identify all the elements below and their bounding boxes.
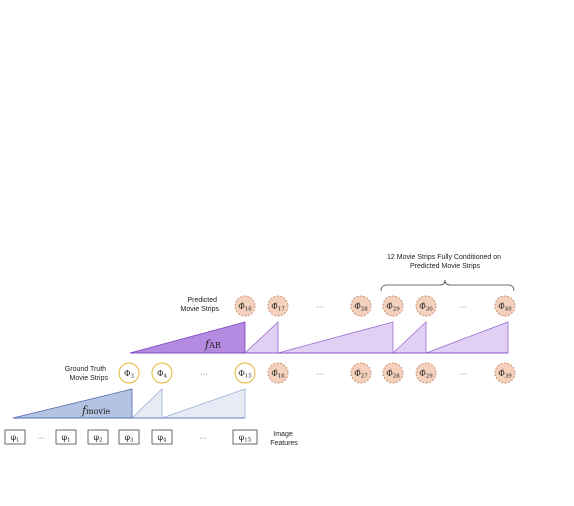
feature-box: φ15 xyxy=(232,429,258,445)
predicted-row-lower: Φ̂16 ··· Φ̂27 Φ̂28 Φ̂29 ··· Φ̂39 xyxy=(267,362,516,384)
svg-text:Φ̂39: Φ̂39 xyxy=(498,369,512,380)
pred-circle: Φ̂29 xyxy=(382,295,404,317)
predicted-row-upper: Φ̂16 Φ̂17 ··· Φ̂28 Φ̂29 Φ̂30 ··· Φ̂40 xyxy=(234,295,516,317)
gt-circle: Φ15 xyxy=(234,362,256,384)
svg-text:Φ̂16: Φ̂16 xyxy=(238,302,252,313)
ellipsis: ··· xyxy=(201,371,208,378)
svg-text:Φ̂29: Φ̂29 xyxy=(419,369,433,380)
predicted-label: Predicted Movie Strips xyxy=(180,297,219,313)
feature-box: φ3 xyxy=(118,429,140,445)
ellipsis: ··· xyxy=(460,304,467,311)
feature-row: φ1 ··· φ1 φ2 φ3 φ4 ··· φ15 xyxy=(4,429,258,445)
curly-brace xyxy=(380,279,515,292)
movie-wedge-1 xyxy=(131,388,163,419)
pred-circle: Φ̂27 xyxy=(350,362,372,384)
svg-text:Φ4: Φ4 xyxy=(157,369,168,380)
svg-text:φ3: φ3 xyxy=(124,433,134,444)
pred-circle: Φ̂30 xyxy=(415,295,437,317)
feature-box: φ4 xyxy=(151,429,173,445)
svg-text:φ4: φ4 xyxy=(157,433,167,444)
pred-circle: Φ̂40 xyxy=(494,295,516,317)
svg-text:φ1: φ1 xyxy=(61,433,70,444)
ground-truth-row: Φ3 Φ4 ··· Φ15 xyxy=(118,362,256,384)
f-ar-label: fAR xyxy=(204,338,222,351)
f-ar-band: fAR xyxy=(129,321,509,354)
ellipsis: ··· xyxy=(200,435,207,442)
ar-wedge-main xyxy=(129,321,246,354)
image-features-label: Image Features xyxy=(270,431,298,447)
gt-circle: Φ3 xyxy=(118,362,140,384)
svg-text:Φ̂28: Φ̂28 xyxy=(386,369,400,380)
ellipsis: ··· xyxy=(317,304,324,311)
svg-text:Φ̂28: Φ̂28 xyxy=(354,302,368,313)
svg-text:Φ̂27: Φ̂27 xyxy=(354,369,368,380)
svg-text:Φ̂29: Φ̂29 xyxy=(386,302,400,313)
svg-text:Φ15: Φ15 xyxy=(238,369,252,380)
f-movie-label: fmovie xyxy=(81,404,111,417)
svg-text:Φ̂40: Φ̂40 xyxy=(498,302,512,313)
svg-text:φ15: φ15 xyxy=(239,433,252,444)
svg-text:Φ̂17: Φ̂17 xyxy=(271,302,285,313)
brace-caption: 12 Movie Strips Fully Conditioned on Pre… xyxy=(387,254,503,270)
ar-wedge-4 xyxy=(425,321,509,354)
pred-circle: Φ̂29 xyxy=(415,362,437,384)
ar-wedge-1 xyxy=(243,321,279,354)
ellipsis: ··· xyxy=(38,435,45,442)
ar-wedge-3 xyxy=(391,321,427,354)
ar-wedge-2 xyxy=(277,321,394,354)
movie-wedge-main xyxy=(12,388,133,419)
ground-truth-label: Ground Truth Movie Strips xyxy=(65,366,109,382)
feature-box: φ1 xyxy=(55,429,77,445)
pred-circle: Φ̂39 xyxy=(494,362,516,384)
pred-circle: Φ̂28 xyxy=(382,362,404,384)
feature-box: φ2 xyxy=(87,429,109,445)
pred-circle: Φ̂16 xyxy=(234,295,256,317)
pred-circle: Φ̂16 xyxy=(267,362,289,384)
svg-text:φ1: φ1 xyxy=(10,433,19,444)
movie-wedge-2 xyxy=(161,388,246,419)
pred-circle: Φ̂28 xyxy=(350,295,372,317)
ellipsis: ··· xyxy=(317,371,324,378)
feature-box: φ1 xyxy=(4,429,26,445)
gt-circle: Φ4 xyxy=(151,362,173,384)
svg-text:Φ3: Φ3 xyxy=(124,369,135,380)
ellipsis: ··· xyxy=(460,371,467,378)
svg-text:Φ̂16: Φ̂16 xyxy=(271,369,285,380)
svg-text:Φ̂30: Φ̂30 xyxy=(419,302,433,313)
svg-text:φ2: φ2 xyxy=(93,433,102,444)
pred-circle: Φ̂17 xyxy=(267,295,289,317)
f-movie-band: fmovie xyxy=(12,388,246,419)
